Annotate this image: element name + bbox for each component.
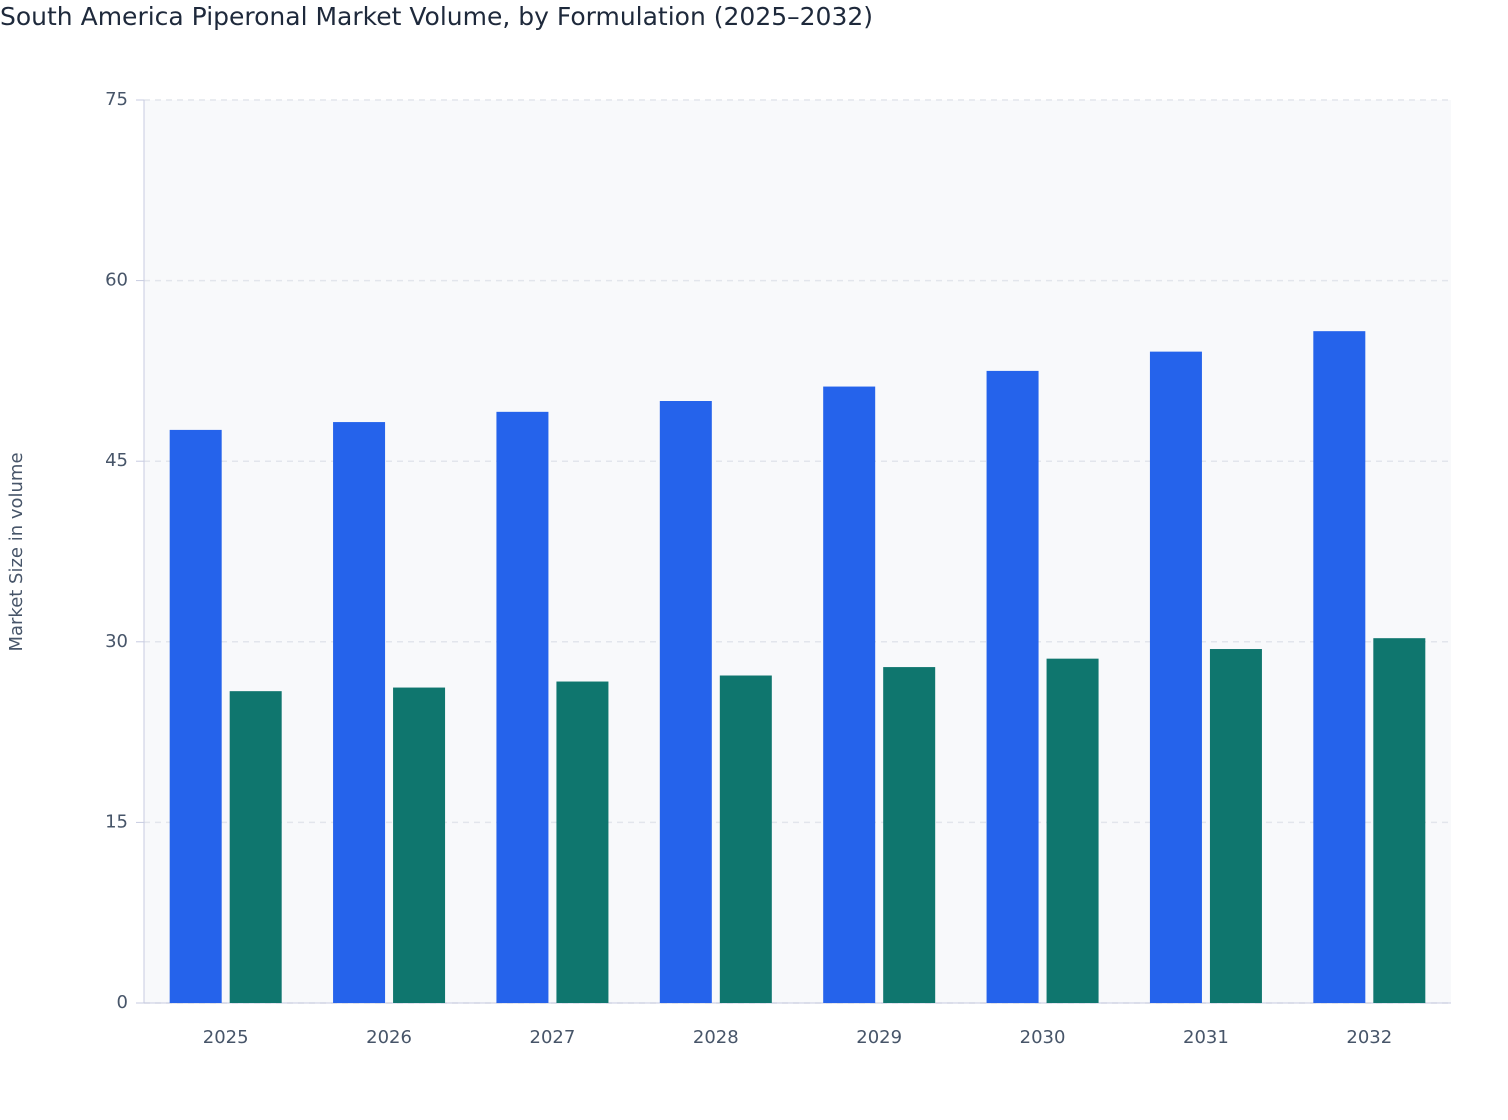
x-tick-label: 2026 (366, 1027, 412, 1048)
y-tick-label: 45 (105, 450, 128, 471)
chart-title: South America Piperonal Market Volume, b… (0, 2, 873, 31)
y-tick-label: 30 (105, 631, 128, 652)
y-tick-label: 15 (105, 811, 128, 832)
bar (496, 411, 549, 1003)
x-tick-label: 2025 (203, 1027, 249, 1048)
bar (1046, 658, 1099, 1003)
bar (1313, 331, 1366, 1004)
x-tick-label: 2031 (1183, 1027, 1229, 1048)
x-tick-label: 2032 (1346, 1027, 1392, 1048)
bar (333, 422, 386, 1003)
x-tick-label: 2030 (1020, 1027, 1066, 1048)
x-tick-label: 2029 (856, 1027, 902, 1048)
x-tick-label: 2028 (693, 1027, 739, 1048)
bar (719, 675, 772, 1003)
y-axis-title: Market Size in volume (6, 452, 27, 651)
bar (823, 386, 876, 1003)
y-tick-label: 60 (105, 270, 128, 291)
bar (169, 429, 222, 1003)
bar (393, 687, 446, 1003)
bar (556, 681, 609, 1003)
bar (1209, 649, 1262, 1003)
bar (883, 667, 936, 1003)
x-tick-label: 2027 (530, 1027, 576, 1048)
bar (229, 691, 282, 1003)
y-tick-label: 75 (105, 89, 128, 110)
bar (986, 370, 1039, 1003)
bar (1149, 351, 1202, 1003)
bar (1373, 638, 1426, 1003)
y-tick-label: 0 (117, 992, 128, 1013)
bar (659, 401, 712, 1003)
